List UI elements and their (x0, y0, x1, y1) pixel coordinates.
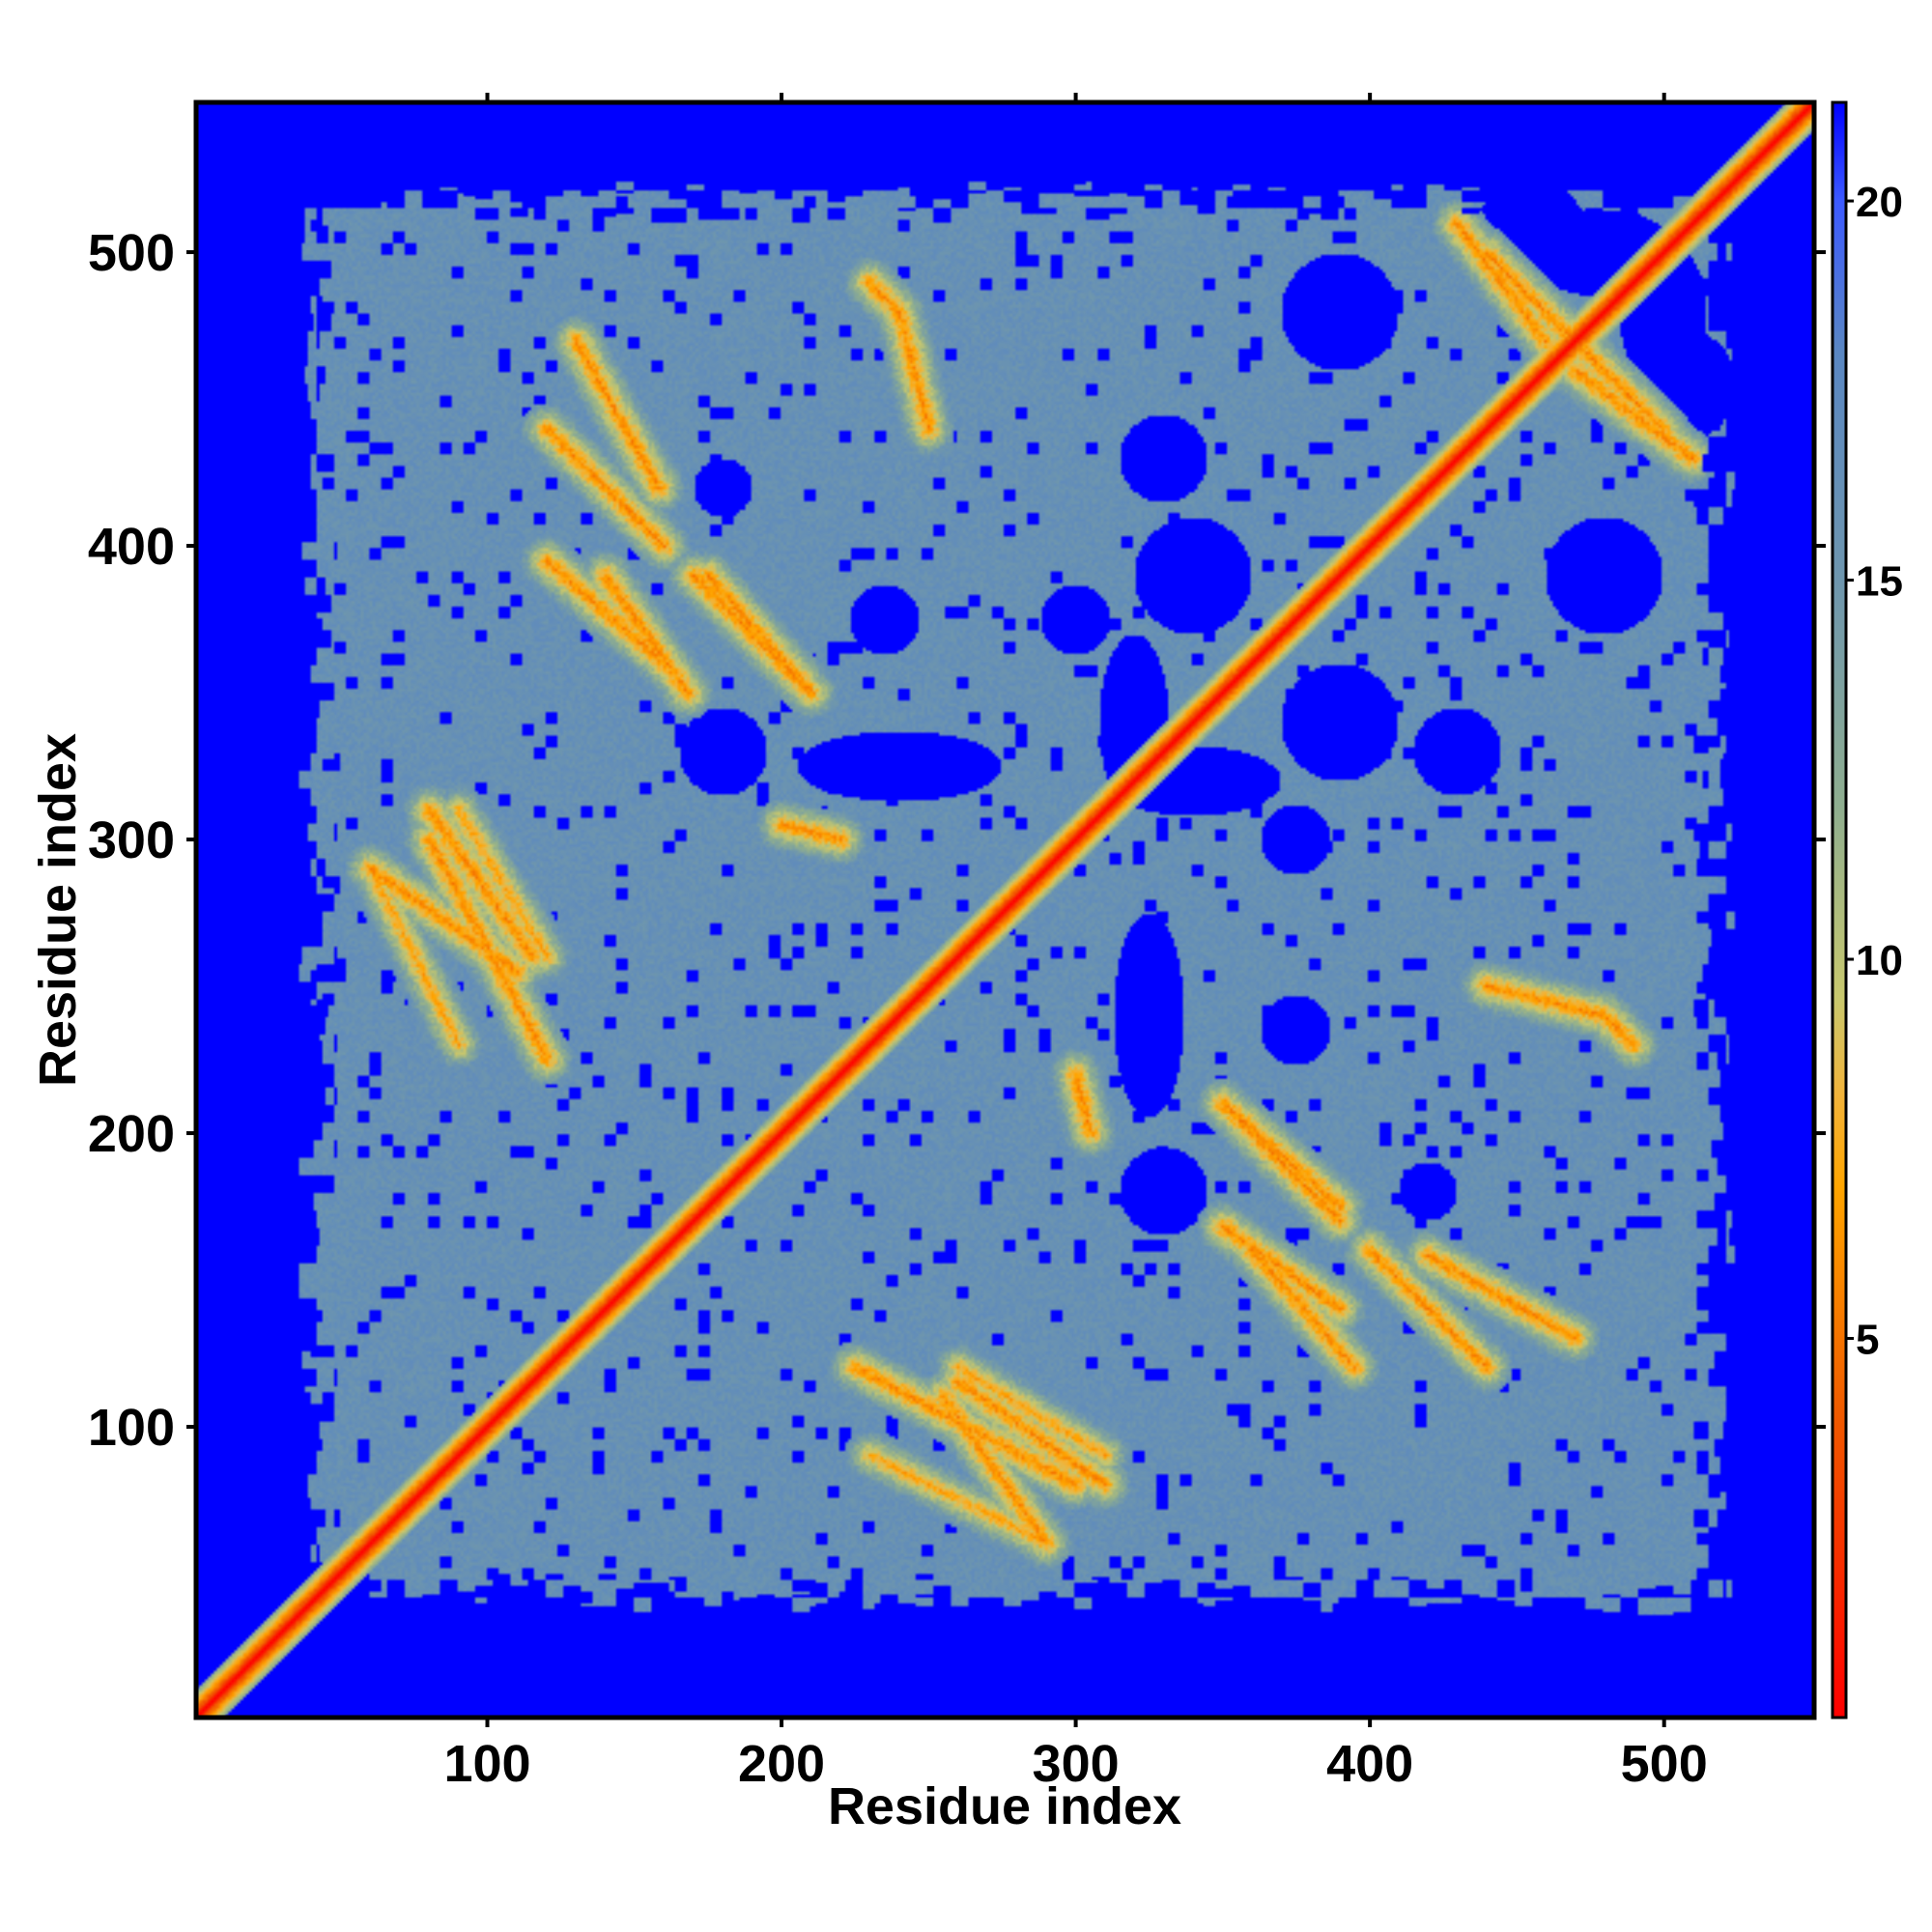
colorbar-tick-label: 5 (1856, 1317, 1879, 1364)
colorbar-tick-label: 20 (1856, 179, 1903, 226)
y-tick-label: 100 (88, 1399, 175, 1457)
y-axis-title: Residue index (29, 733, 87, 1087)
x-tick-label: 100 (443, 1735, 530, 1793)
x-tick-label: 400 (1326, 1735, 1413, 1793)
y-tick-label: 500 (88, 224, 175, 282)
colorbar-tick-label: 10 (1856, 937, 1903, 984)
colorbar-ticks: 5 10 15 20 (1846, 179, 1903, 1364)
colorbar: 5 10 15 20 (1831, 100, 1903, 1719)
heatmap-canvas (196, 102, 1814, 1718)
x-tick-label: 200 (738, 1735, 825, 1793)
x-axis-title: Residue index (828, 1777, 1181, 1835)
y-tick-label: 400 (88, 518, 175, 576)
x-axis: 100 200 300 400 500 (443, 93, 1708, 1793)
y-axis: 100 200 300 400 500 (88, 224, 1826, 1457)
y-tick-label: 300 (88, 811, 175, 869)
plot-frame (193, 99, 1817, 1720)
y-tick-label: 200 (88, 1105, 175, 1163)
colorbar-tick-label: 15 (1856, 558, 1903, 606)
plot-area (193, 99, 1817, 1720)
colorbar-bar (1831, 100, 1848, 1719)
x-tick-label: 300 (1033, 1735, 1120, 1793)
x-tick-label: 500 (1621, 1735, 1708, 1793)
